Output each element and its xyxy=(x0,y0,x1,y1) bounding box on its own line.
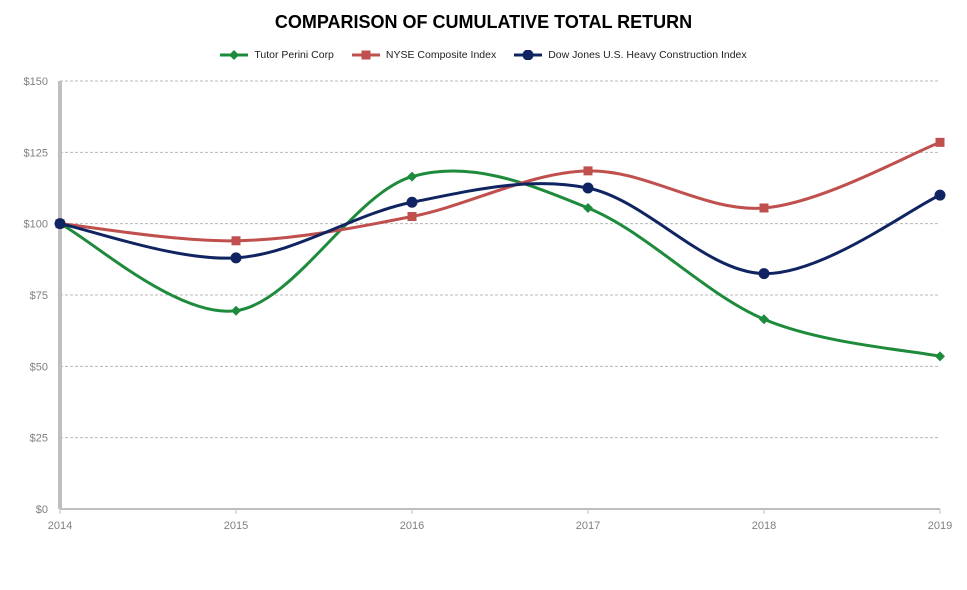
data-point-tutor-perini-corp xyxy=(407,171,417,182)
legend-item-nyse-composite-index: NYSE Composite Index xyxy=(351,49,497,61)
legend-label: NYSE Composite Index xyxy=(385,49,497,61)
legend: Tutor Perini Corp NYSE Composite Index Dow… xyxy=(0,49,967,61)
series-line-nyse-composite-index xyxy=(59,140,941,243)
legend-swatch xyxy=(351,50,380,60)
legend-item-tutor-perini-corp: Tutor Perini Corp xyxy=(220,49,334,61)
x-tick-label: 2016 xyxy=(400,520,424,532)
data-point-tutor-perini-corp xyxy=(935,351,945,362)
data-point-dow-jones-u-s-heavy-construction-index xyxy=(758,268,770,280)
data-point-nyse-composite-index xyxy=(231,236,241,246)
x-tick-label: 2017 xyxy=(576,520,600,532)
legend-swatch xyxy=(514,50,543,60)
data-point-nyse-composite-index xyxy=(407,212,417,222)
data-point-tutor-perini-corp xyxy=(583,202,593,213)
data-point-dow-jones-u-s-heavy-construction-index xyxy=(406,196,418,208)
data-point-nyse-composite-index xyxy=(759,203,769,213)
data-point-tutor-perini-corp xyxy=(759,314,769,325)
x-tick-label: 2019 xyxy=(928,520,952,532)
legend-label: Tutor Perini Corp xyxy=(254,49,334,61)
y-tick-label: $25 xyxy=(30,433,48,445)
legend-swatch-marker xyxy=(522,50,534,60)
x-tick-label: 2018 xyxy=(752,520,776,532)
y-tick-label: $0 xyxy=(36,504,48,516)
chart-title: COMPARISON OF CUMULATIVE TOTAL RETURN xyxy=(274,12,693,32)
x-tick-label: 2014 xyxy=(48,520,72,532)
y-tick-label: $100 xyxy=(24,219,48,231)
data-point-tutor-perini-corp xyxy=(231,305,241,316)
data-point-dow-jones-u-s-heavy-construction-index xyxy=(582,182,594,194)
y-tick-label: $125 xyxy=(24,147,48,159)
legend-swatch xyxy=(220,50,249,60)
series-line-dow-jones-u-s-heavy-construction-index xyxy=(59,182,941,276)
data-point-dow-jones-u-s-heavy-construction-index xyxy=(934,189,946,201)
data-point-nyse-composite-index xyxy=(583,166,593,176)
data-point-dow-jones-u-s-heavy-construction-index xyxy=(230,252,242,264)
legend-label: Dow Jones U.S. Heavy Construction Index xyxy=(548,49,747,61)
legend-item-dow-jones-u-s-heavy-construction-index: Dow Jones U.S. Heavy Construction Index xyxy=(514,49,747,61)
x-tick-label: 2015 xyxy=(224,520,248,532)
y-tick-label: $150 xyxy=(24,76,48,88)
data-point-dow-jones-u-s-heavy-construction-index xyxy=(54,218,66,230)
legend-swatch-marker xyxy=(361,50,371,60)
data-point-nyse-composite-index xyxy=(935,137,945,147)
series-line-tutor-perini-corp xyxy=(59,169,941,358)
y-tick-label: $75 xyxy=(30,290,48,302)
legend-swatch-marker xyxy=(229,50,240,60)
y-tick-label: $50 xyxy=(30,361,48,373)
